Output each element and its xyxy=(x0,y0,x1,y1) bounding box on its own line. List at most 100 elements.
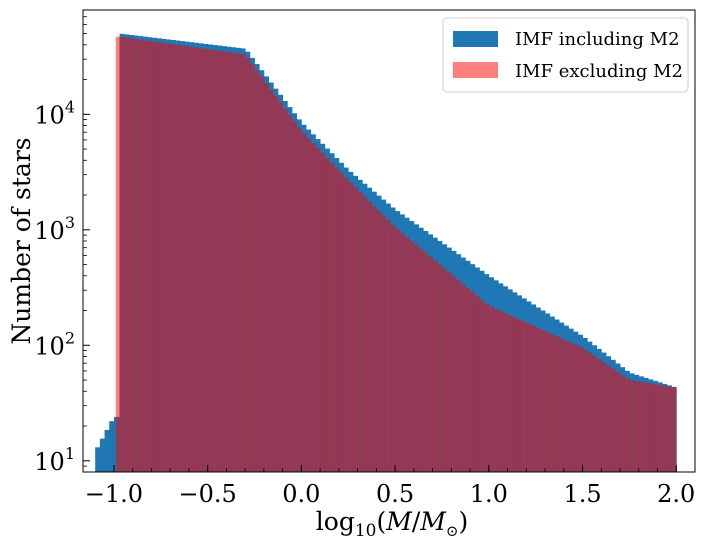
histogram-bar xyxy=(240,54,246,473)
histogram-bar xyxy=(249,63,255,472)
histogram-bar xyxy=(573,344,579,472)
x-tick-label: 0.5 xyxy=(376,480,414,508)
histogram-bar xyxy=(254,70,260,472)
histogram-bar xyxy=(324,157,330,472)
histogram-bar xyxy=(530,325,537,472)
histogram-bar xyxy=(526,323,532,472)
histogram-bar xyxy=(315,148,321,473)
histogram-bar xyxy=(563,340,569,472)
histogram-bar xyxy=(207,49,213,472)
x-tick-label: −1.0 xyxy=(85,480,143,508)
histogram-bar xyxy=(516,319,523,472)
histogram-bar xyxy=(395,229,401,472)
histogram-bar xyxy=(498,311,504,472)
histogram-bar xyxy=(133,38,139,472)
series-imf-excluding-m2 xyxy=(115,36,677,473)
histogram-bar xyxy=(441,268,448,472)
histogram-bar xyxy=(296,127,302,472)
histogram-bar xyxy=(502,313,508,472)
histogram-bar xyxy=(671,387,677,472)
histogram-bar xyxy=(226,52,232,472)
histogram-bar xyxy=(156,42,162,473)
histogram-bar xyxy=(263,83,269,472)
histogram-bar xyxy=(273,95,279,473)
histogram-bar xyxy=(306,138,312,472)
histogram-bar xyxy=(605,365,612,472)
histogram-bar xyxy=(320,152,326,472)
histogram-bar xyxy=(217,50,223,472)
histogram-bar xyxy=(493,308,499,472)
histogram-bar xyxy=(109,421,115,472)
histogram-bar xyxy=(465,288,471,472)
histogram-bar xyxy=(638,381,644,472)
histogram-bar xyxy=(175,44,181,473)
histogram-bar xyxy=(212,50,218,473)
histogram-bar xyxy=(115,36,120,472)
histogram-bar xyxy=(591,355,597,472)
histogram-bar xyxy=(138,39,144,473)
histogram-bar xyxy=(549,334,555,472)
histogram-bar xyxy=(245,57,251,473)
y-tick-label: 102 xyxy=(34,328,75,360)
histogram-bar xyxy=(385,220,391,472)
histogram-bar xyxy=(334,167,340,473)
histogram-bar xyxy=(104,429,110,472)
histogram-bar xyxy=(423,252,429,472)
histogram-bar xyxy=(301,133,307,472)
histogram-bar xyxy=(540,329,546,472)
histogram-bar xyxy=(662,385,668,472)
histogram-bar xyxy=(479,299,485,472)
y-axis: 101 102 103 104 xyxy=(34,9,90,476)
histogram-bar xyxy=(329,162,335,472)
histogram-bar xyxy=(348,182,354,472)
histogram-bar xyxy=(624,378,630,472)
histogram-bar xyxy=(643,382,649,472)
histogram-bar xyxy=(657,384,663,472)
histogram-bar xyxy=(446,272,452,472)
histogram-bar xyxy=(559,338,565,472)
histogram-bar xyxy=(399,233,405,472)
histogram-bar xyxy=(142,40,148,472)
histogram-bar xyxy=(198,48,204,472)
histogram-bar xyxy=(437,264,443,472)
histogram-bar xyxy=(291,121,298,472)
histogram-bar xyxy=(488,306,494,472)
histogram-bar xyxy=(95,447,101,472)
histogram-bar xyxy=(512,317,518,472)
histogram-bar xyxy=(587,352,593,472)
histogram-bar xyxy=(366,201,373,472)
x-tick-label: 1.0 xyxy=(470,480,508,508)
histogram-bar xyxy=(596,359,602,472)
histogram-bar xyxy=(161,42,167,472)
histogram-bar xyxy=(545,332,551,472)
legend-swatch-excluding-m2 xyxy=(453,62,498,78)
x-tick-label: 0.0 xyxy=(282,480,320,508)
histogram-bar xyxy=(615,372,621,472)
histogram-bar xyxy=(119,37,125,473)
histogram-bar xyxy=(629,380,635,472)
histogram-bar xyxy=(99,438,105,472)
histogram-bar xyxy=(507,315,513,472)
histogram-bar xyxy=(432,260,438,472)
histogram-bar xyxy=(231,52,237,473)
histogram-bar xyxy=(381,215,387,472)
histogram-bar xyxy=(648,383,654,472)
y-tick-label: 103 xyxy=(34,213,75,245)
legend-label-excluding-m2: IMF excluding M2 xyxy=(515,61,683,82)
histogram-bar xyxy=(193,47,200,473)
histogram-bar xyxy=(124,37,130,472)
histogram-bar xyxy=(418,248,424,472)
histogram-bar xyxy=(568,342,574,472)
histogram-bar xyxy=(610,368,616,472)
histogram-bar xyxy=(484,303,490,472)
legend-swatch-including-m2 xyxy=(453,31,498,47)
histogram-bar xyxy=(287,114,293,473)
legend-box xyxy=(442,17,689,93)
histogram-bar xyxy=(180,45,186,472)
histogram-bar xyxy=(409,241,415,472)
histogram-bar xyxy=(456,280,462,472)
histogram-bar xyxy=(634,381,640,472)
y-axis-label: Number of stars xyxy=(7,137,36,344)
histogram-bar xyxy=(620,375,626,472)
